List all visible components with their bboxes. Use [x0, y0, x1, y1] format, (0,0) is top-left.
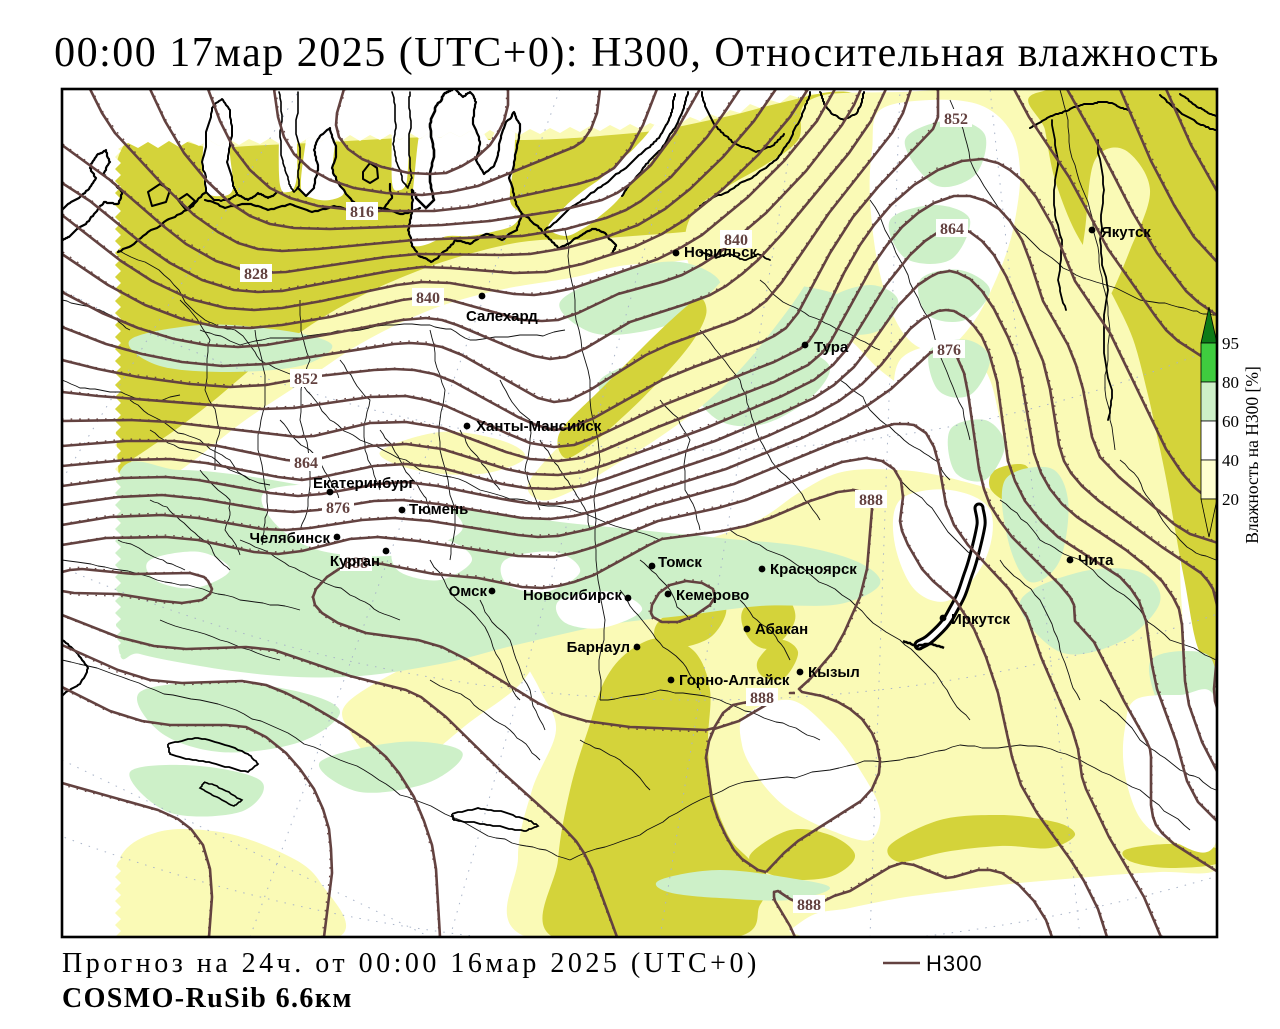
svg-text:816: 816 — [350, 204, 374, 221]
svg-text:Прогноз на 24ч. от 00:00 16мар: Прогноз на 24ч. от 00:00 16мар 2025 (UTC… — [62, 948, 760, 979]
svg-text:40: 40 — [1222, 451, 1239, 470]
svg-text:864: 864 — [940, 221, 964, 238]
svg-text:Кызыл: Кызыл — [808, 664, 860, 681]
svg-text:60: 60 — [1222, 412, 1239, 431]
svg-text:Екатеринбург: Екатеринбург — [313, 475, 415, 492]
svg-text:828: 828 — [244, 266, 268, 283]
svg-text:852: 852 — [294, 371, 318, 388]
svg-text:840: 840 — [416, 290, 440, 307]
svg-text:Влажность на H300 [%]: Влажность на H300 [%] — [1242, 366, 1262, 544]
svg-text:Челябинск: Челябинск — [249, 530, 330, 547]
svg-text:Омск: Омск — [449, 583, 488, 600]
svg-text:Курган: Курган — [330, 553, 380, 570]
svg-text:20: 20 — [1222, 490, 1239, 509]
svg-text:Кемерово: Кемерово — [676, 587, 749, 604]
svg-text:Иркутск: Иркутск — [951, 611, 1010, 628]
svg-text:00:00 17мар 2025 (UTC+0): H300: 00:00 17мар 2025 (UTC+0): H300, Относите… — [54, 30, 1220, 76]
svg-text:Томск: Томск — [658, 554, 702, 571]
svg-text:Якутск: Якутск — [1101, 224, 1151, 241]
svg-text:876: 876 — [937, 342, 961, 359]
svg-text:888: 888 — [344, 555, 368, 572]
svg-text:Ханты-Мансийск: Ханты-Мансийск — [476, 418, 602, 435]
svg-text:864: 864 — [294, 455, 318, 472]
svg-text:Тура: Тура — [814, 339, 849, 356]
svg-text:Красноярск: Красноярск — [770, 561, 857, 578]
svg-text:Тюмень: Тюмень — [409, 501, 468, 518]
svg-text:Барнаул: Барнаул — [567, 639, 630, 656]
svg-text:Норильск: Норильск — [684, 244, 757, 261]
svg-text:COSMO-RuSib 6.6км: COSMO-RuSib 6.6км — [62, 983, 353, 1014]
svg-text:852: 852 — [944, 111, 968, 128]
svg-text:Чита: Чита — [1078, 552, 1114, 569]
svg-text:Абакан: Абакан — [755, 621, 808, 638]
svg-text:Новосибирск: Новосибирск — [523, 587, 623, 604]
svg-text:Горно-Алтайск: Горно-Алтайск — [679, 672, 790, 689]
svg-text:80: 80 — [1222, 373, 1239, 392]
svg-text:888: 888 — [797, 897, 821, 914]
svg-text:Салехард: Салехард — [466, 308, 538, 325]
svg-text:888: 888 — [859, 492, 883, 509]
svg-text:H300: H300 — [926, 951, 983, 976]
svg-text:876: 876 — [326, 500, 350, 517]
svg-text:840: 840 — [724, 232, 748, 249]
svg-text:95: 95 — [1222, 334, 1239, 353]
svg-text:888: 888 — [750, 690, 774, 707]
